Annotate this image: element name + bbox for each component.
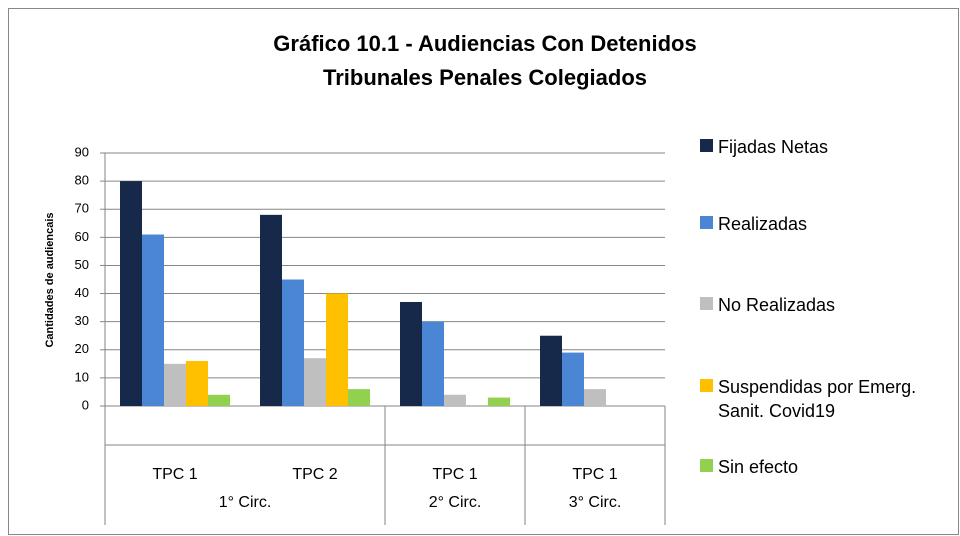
chart-title: Tribunales Penales Colegiados: [323, 65, 647, 90]
legend-entry: Realizadas: [700, 212, 950, 236]
group-label: 3° Circ.: [569, 494, 622, 511]
bar: [326, 293, 348, 406]
y-tick-label: 0: [82, 397, 89, 412]
legend-entry: Fijadas Netas: [700, 135, 950, 159]
bar: [186, 361, 208, 406]
x-tick-label: TPC 1: [432, 466, 477, 483]
legend-label: Sin efecto: [718, 457, 799, 477]
bar: [164, 363, 186, 406]
bar: [540, 335, 562, 406]
legend-label: Suspendidas por Emerg. Sanit. Covid19: [718, 377, 917, 421]
bar: [400, 301, 422, 406]
chart-frame: [8, 8, 959, 535]
y-tick-label: 30: [75, 313, 89, 328]
bar: [584, 389, 606, 406]
legend-label: No Realizadas: [718, 295, 836, 315]
bar: [142, 234, 164, 406]
legend-swatch: [700, 216, 713, 229]
bar: [260, 214, 282, 406]
y-tick-label: 60: [75, 229, 89, 244]
bar: [120, 181, 142, 406]
bar: [304, 358, 326, 406]
legend-label: Realizadas: [718, 214, 808, 234]
y-tick-label: 10: [75, 369, 89, 384]
y-tick-label: 50: [75, 257, 89, 272]
y-axis-label: Cantidades de audiencais: [44, 212, 56, 347]
y-tick-label: 90: [75, 144, 89, 159]
y-tick-label: 80: [75, 173, 89, 188]
bar: [282, 279, 304, 406]
legend-swatch: [700, 297, 713, 310]
bar: [444, 394, 466, 406]
legend-label: Fijadas Netas: [718, 137, 829, 157]
x-tick-label: TPC 1: [152, 466, 197, 483]
y-tick-label: 20: [75, 341, 89, 356]
y-tick-label: 70: [75, 201, 89, 216]
group-label: 2° Circ.: [429, 494, 482, 511]
legend-swatch: [700, 139, 713, 152]
bar: [348, 389, 370, 406]
bar: [422, 321, 444, 406]
x-tick-label: TPC 1: [572, 466, 617, 483]
bar: [208, 394, 230, 406]
legend-swatch: [700, 459, 713, 472]
group-label: 1° Circ.: [219, 494, 272, 511]
legend-entry: No Realizadas: [700, 293, 950, 317]
legend-swatch: [700, 379, 713, 392]
chart-title: Gráfico 10.1 - Audiencias Con Detenidos: [273, 31, 696, 56]
y-tick-label: 40: [75, 285, 89, 300]
bar: [562, 352, 584, 406]
x-tick-label: TPC 2: [292, 466, 337, 483]
legend-entry: Sin efecto: [700, 455, 950, 479]
legend-entry: Suspendidas por Emerg. Sanit. Covid19: [700, 375, 950, 423]
bar: [488, 397, 510, 406]
